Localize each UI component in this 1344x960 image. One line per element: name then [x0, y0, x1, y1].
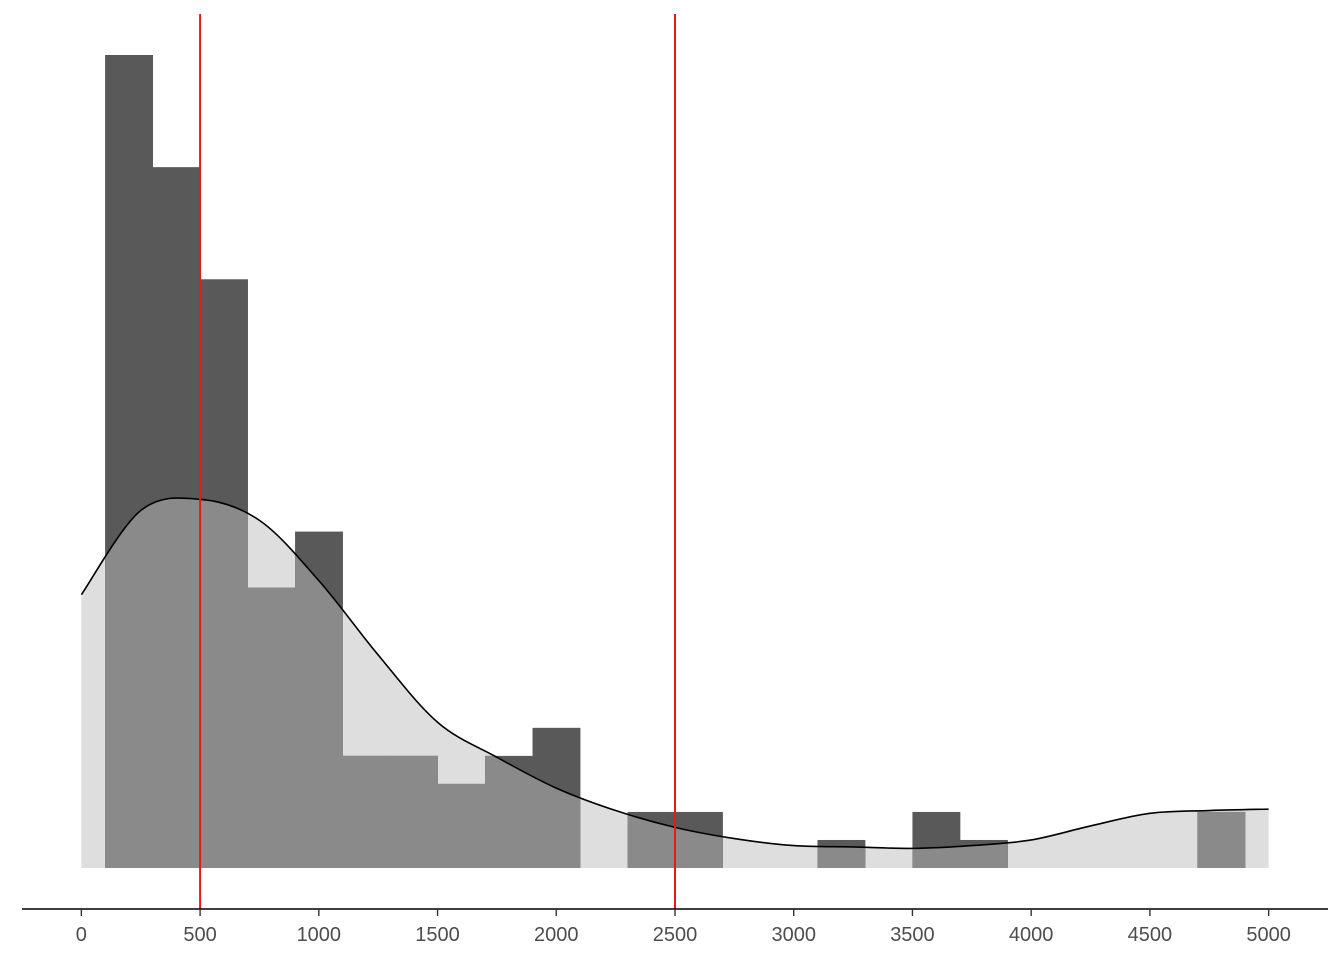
x-tick-label: 2500: [653, 924, 698, 946]
histogram-bar-overlap: [485, 755, 533, 868]
x-tick-label: 1000: [297, 924, 342, 946]
density-curve-layer: [80, 497, 1269, 850]
x-tick-label: 5000: [1246, 924, 1291, 946]
histogram-bar-overlap: [437, 783, 486, 868]
histogram-bar-overlap: [1197, 811, 1246, 868]
histogram-bar-overlap: [152, 497, 201, 868]
x-axis: 0 500 1000 1500 2000 2500 3000 3500 4000 4500 5000: [22, 908, 1328, 946]
density-curve-line: [80, 497, 1269, 850]
histogram-bar-overlap: [200, 497, 248, 868]
x-tick-label: 2000: [534, 924, 579, 946]
histogram-bar-overlap: [105, 497, 153, 868]
x-tick-label: 1500: [415, 924, 460, 946]
x-tick-label: 3500: [890, 924, 935, 946]
x-tick-label: 4000: [1009, 924, 1054, 946]
histogram-bar-overlap: [342, 755, 391, 868]
reference-lines-layer: [199, 14, 676, 909]
histogram-bar-overlap: [390, 755, 438, 868]
x-tick-label: 4500: [1128, 924, 1173, 946]
x-tick-label: 500: [183, 924, 216, 946]
x-tick-label: 0: [76, 924, 87, 946]
x-tick-label: 3000: [771, 924, 816, 946]
histogram-bar-overlap: [247, 587, 296, 868]
